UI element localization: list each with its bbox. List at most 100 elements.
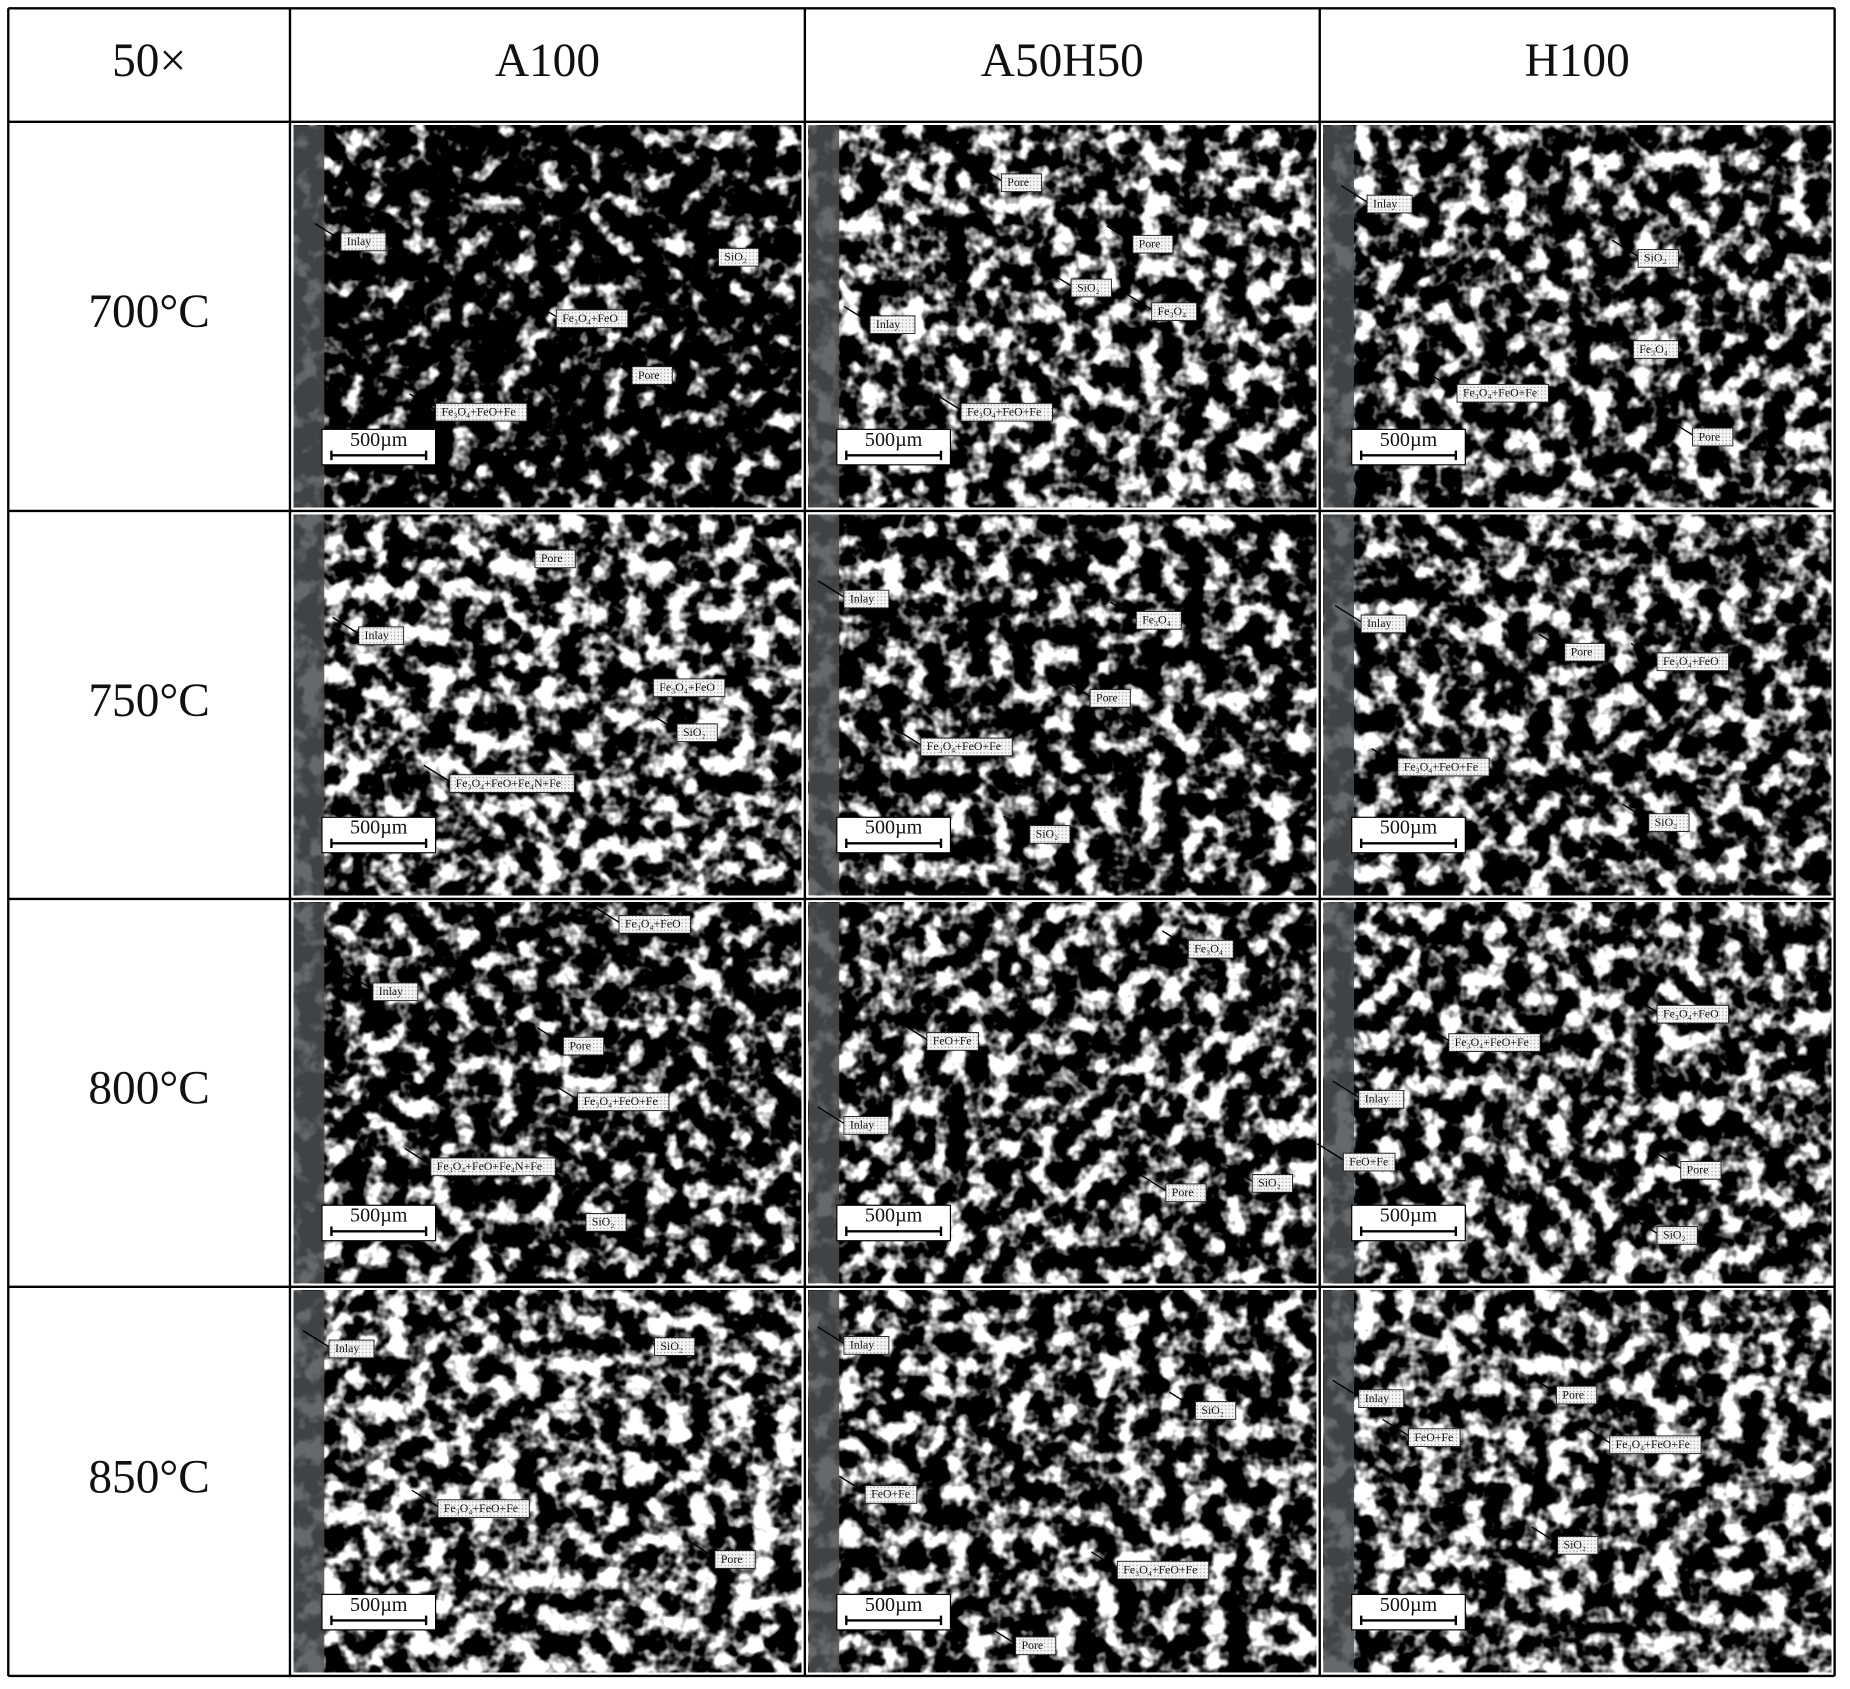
annotation-label: Inlay	[850, 1338, 874, 1352]
leader-line	[1611, 239, 1641, 259]
leader-line	[1334, 604, 1364, 624]
annotation-label: Inlay	[1367, 616, 1391, 630]
annotation-label: Pore	[1172, 1185, 1194, 1199]
annotation-box	[1637, 249, 1679, 268]
leader-line	[1538, 633, 1568, 653]
annotation-label: SiO₂	[1644, 251, 1667, 265]
annotation-label: Inlay	[1373, 196, 1397, 210]
annotation-box	[926, 1032, 979, 1051]
annotation-box	[328, 1339, 375, 1359]
annotation-label: Pore	[721, 1552, 743, 1566]
annotation-box	[920, 737, 1013, 757]
annotation-label: Pore	[1571, 645, 1593, 659]
micrograph: Inlay Pore FeO+Fe Fe₃O₄+FeO+Fe SiO₂ 500µm	[1323, 1290, 1832, 1673]
annotation-box	[437, 1499, 530, 1518]
scale-bar	[1359, 1226, 1458, 1236]
scale-bar	[1359, 838, 1458, 849]
leader-line	[934, 393, 964, 413]
scale-bar-label: 500µm	[865, 1205, 923, 1227]
annotation-label: Fe₃O₄+FeO+Fe₄N+Fe	[456, 776, 561, 790]
annotation-box	[340, 232, 387, 252]
annotation-label: Fe₃O₄+FeO+Fe	[1616, 1437, 1690, 1451]
annotation-label: Fe₃O₄	[1639, 342, 1668, 356]
annotation-box	[1151, 302, 1198, 322]
leader-line	[1583, 1425, 1613, 1445]
leader-line	[1332, 1080, 1362, 1100]
annotation-label: Fe₃O₄+FeO+Fe₄N+Fe	[437, 1159, 542, 1173]
scale-bar-label: 500µm	[1380, 1205, 1438, 1227]
row-label: 750°C	[88, 675, 209, 727]
annotation-box	[1358, 1090, 1405, 1109]
leader-line	[1430, 374, 1460, 394]
annotation-box	[1656, 652, 1730, 672]
annotation-box	[1564, 642, 1606, 662]
micrograph: Pore Pore SiO₂ Fe₃O₄ Inlay Fe₃O₄+FeO+Fe 500µm	[808, 125, 1317, 508]
leader-line	[1003, 815, 1033, 835]
annotation-box	[1680, 1161, 1722, 1180]
leader-line	[900, 1022, 930, 1042]
annotation-label: Fe₃O₄+FeO	[562, 311, 618, 325]
annotation-box	[652, 678, 726, 698]
scale-bar	[845, 1615, 943, 1626]
annotation-label: Pore	[1096, 691, 1118, 705]
leader-line	[1161, 930, 1192, 950]
leader-line	[989, 1626, 1019, 1646]
scale-bar-box	[321, 1593, 437, 1631]
leader-line	[346, 972, 376, 992]
annotation-box	[654, 1337, 696, 1356]
leader-line	[1044, 269, 1074, 289]
leader-line	[1606, 330, 1637, 350]
scale-bar-box	[836, 1593, 952, 1631]
annotation-label: SiO₂	[1201, 1403, 1224, 1417]
leader-line	[1139, 1173, 1169, 1193]
scale-bar	[845, 838, 943, 849]
leader-line	[974, 163, 1005, 183]
leader-line	[1063, 679, 1093, 699]
annotation-box	[714, 1550, 756, 1569]
scale-bar-box	[836, 1204, 952, 1242]
annotation-label: Fe₃O₄+FeO	[1663, 654, 1719, 668]
leader-line	[1109, 601, 1140, 621]
annotation-box	[430, 1157, 556, 1177]
leader-line	[1422, 1023, 1452, 1043]
leader-line	[1630, 1216, 1660, 1236]
annotation-box	[1609, 1435, 1702, 1455]
annotation-label: Pore	[638, 368, 660, 382]
annotation-box	[1555, 1385, 1598, 1405]
leader-line	[551, 1082, 581, 1102]
annotation-box	[562, 1036, 605, 1056]
annotation-label: Inlay	[850, 1118, 874, 1132]
leader-line	[894, 727, 924, 747]
leader-line	[1332, 1379, 1362, 1399]
leader-line	[409, 393, 439, 413]
leader-line	[508, 539, 538, 559]
leader-line	[1382, 1418, 1412, 1438]
annotation-label: Fe₃O₄+FeO+Fe	[1123, 1562, 1197, 1576]
annotation-box	[843, 1116, 890, 1135]
leader-line	[332, 616, 362, 636]
annotation-box	[1187, 939, 1234, 959]
micrograph: Inlay Pore Fe₃O₄+FeO Fe₃O₄+FeO+Fe SiO₂ 500µm	[1323, 514, 1832, 896]
annotation-box	[1448, 1033, 1541, 1052]
annotation-box	[631, 366, 673, 385]
scale-bar	[845, 1226, 943, 1236]
annotation-label: SiO₂	[660, 1339, 683, 1353]
annotation-label: Inlay	[1365, 1391, 1389, 1405]
scale-bar-label: 500µm	[350, 1594, 408, 1616]
leader-line	[628, 1327, 658, 1347]
scale-bar-box	[1351, 428, 1466, 466]
annotation-label: Inlay	[850, 591, 874, 605]
leader-line	[592, 905, 622, 925]
leader-line	[423, 764, 453, 784]
annotation-label: Fe₃O₄	[1194, 941, 1223, 955]
annotation-label: Fe₃O₄+FeO+Fe	[1455, 1035, 1529, 1049]
micrograph: Inlay SiO₂ Fe₃O₄+FeO Pore Fe₃O₄+FeO+Fe 500µm	[293, 125, 802, 508]
micrograph: Inlay SiO₂ FeO+Fe Fe₃O₄+FeO+Fe Pore 500µm	[808, 1290, 1317, 1673]
annotation-label: Pore	[569, 1038, 591, 1052]
annotation-box	[1632, 340, 1679, 359]
annotation-box	[1194, 1401, 1237, 1420]
annotation-box	[449, 774, 575, 793]
annotation-box	[1656, 1226, 1698, 1245]
micrograph: Pore Inlay Fe₃O₄+FeO SiO₂ Fe₃O₄+FeO+Fe₄N+Fe 5…	[293, 514, 802, 896]
annotation-box	[1360, 614, 1407, 634]
